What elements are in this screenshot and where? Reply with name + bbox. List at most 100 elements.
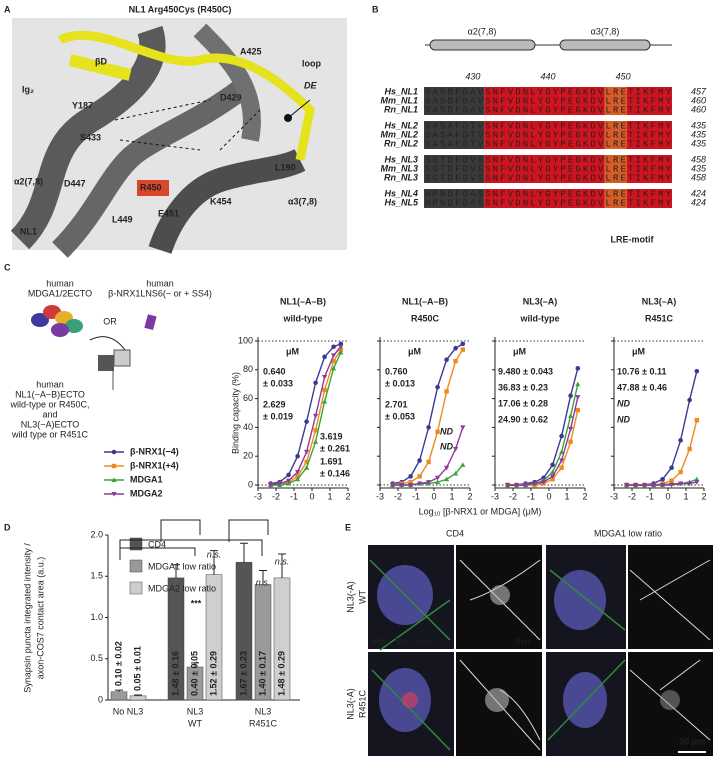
sequence: SGTDFDVSSNFVDNLYGYPEGKDVLRETIKFMY	[425, 164, 672, 174]
data-point	[550, 462, 555, 468]
nrx-domain	[144, 314, 157, 331]
data-point	[559, 433, 564, 439]
sequence: SASDFDAVSNFVDNLYGYPEGKDVLRETIKFMY	[425, 105, 672, 115]
panel-letter: E	[345, 522, 351, 532]
data-point	[550, 477, 555, 482]
significance: n.s.	[207, 549, 222, 559]
residue-number: 460	[691, 95, 706, 105]
structure-render	[10, 18, 347, 258]
x-tick-label: No NL3	[113, 706, 144, 716]
syn-cluster	[660, 690, 680, 710]
kd-label: 10.76 ± 0.11	[617, 366, 666, 376]
data-point	[444, 476, 450, 482]
error-bar	[278, 553, 286, 578]
bar	[110, 691, 128, 701]
significance: ***	[191, 598, 202, 608]
chart-title: wild-type	[282, 313, 322, 323]
h-bond	[119, 139, 201, 151]
schematic-label: NL1(−A−B)ECTO	[15, 389, 85, 399]
kd-label: ± 0.019	[263, 411, 293, 421]
legend-label: β-NRX1(−4)	[130, 446, 179, 456]
loop-ribbon	[57, 30, 315, 161]
y-axis-label: Binding capacity (%)	[230, 372, 240, 454]
cell	[563, 672, 607, 728]
x-tick-label: 2	[701, 491, 706, 501]
data-point	[331, 353, 337, 358]
structure-label: α2(7,8)	[14, 176, 43, 186]
data-point	[523, 483, 529, 488]
syn-cluster	[485, 688, 509, 712]
data-point	[408, 479, 413, 485]
data-point	[660, 476, 665, 482]
data-point	[678, 438, 683, 443]
legend-swatch	[129, 581, 143, 595]
data-point	[687, 481, 693, 487]
row-label: NL3(-A)	[345, 688, 355, 720]
unit-label: μM	[408, 346, 421, 356]
x-tick-label: 0	[309, 491, 314, 501]
legend-swatch	[129, 537, 143, 551]
position-label: 450	[616, 71, 631, 81]
data-point	[313, 380, 318, 386]
unit-label: μM	[286, 346, 299, 356]
x-tick-label: 1	[449, 491, 454, 501]
value-label: 1.48 ± 0.16	[170, 651, 180, 696]
data-point	[687, 446, 692, 452]
helix-cartoon	[425, 39, 672, 51]
structure-label: L190	[275, 162, 296, 172]
y-tick-label: 0	[248, 479, 253, 489]
data-point	[331, 358, 336, 364]
value-label: 0.40 ± 0.05	[189, 651, 199, 696]
sequence: SASAFDTVSNFVDNLYGYPEGKDVLRETIKFMY	[425, 130, 672, 140]
schematic-label: OR	[103, 316, 117, 326]
y-axis-label: Synapsin puncta integrated intensity /	[22, 543, 32, 693]
bracket	[228, 519, 269, 542]
kd-label: 2.629	[263, 399, 286, 409]
chart-title: wild-type	[519, 313, 559, 323]
row-label: WT	[357, 590, 367, 604]
data-point	[435, 475, 441, 481]
error-bar	[240, 542, 248, 563]
data-point	[435, 479, 441, 485]
nl-domain	[98, 355, 114, 371]
legend-label: MDGA1 low ratio	[148, 561, 216, 571]
residue-number: 458	[691, 154, 706, 164]
helix	[10, 25, 166, 250]
species-label: Hs_NL5	[384, 197, 419, 207]
structure-label: A425	[240, 46, 262, 56]
value-label: 1.52 ± 0.29	[208, 651, 218, 696]
data-point	[426, 480, 432, 485]
column-label: CD4	[446, 528, 464, 538]
x-tick-label: -3	[491, 491, 499, 501]
cell	[554, 570, 606, 630]
data-point	[322, 398, 328, 404]
legend-marker	[111, 449, 117, 455]
data-point	[322, 375, 328, 380]
value-label: 1.40 ± 0.17	[257, 651, 267, 696]
legend-label: CD4	[148, 539, 166, 549]
kd-label: ND	[440, 441, 453, 451]
bracket	[119, 547, 196, 560]
data-point	[514, 483, 520, 488]
data-point	[338, 347, 343, 352]
kd-label: ± 0.146	[320, 468, 350, 478]
helix	[148, 149, 306, 255]
value-label: 1.48 ± 0.29	[276, 651, 286, 696]
x-tick-label: -2	[509, 491, 517, 501]
axon	[369, 559, 626, 751]
data-point	[417, 481, 423, 487]
kd-label: 1.691	[320, 456, 343, 466]
helix	[193, 23, 261, 142]
mdga-domain	[31, 313, 49, 327]
schematic-label: NL3(−A)ECTO	[21, 419, 80, 429]
data-point	[575, 395, 581, 400]
data-point	[453, 447, 459, 452]
species-label: Hs_NL2	[384, 120, 418, 130]
kd-label: 24.90 ± 0.62	[498, 414, 548, 424]
sequence: HPNDFDASSNFVDNLYGYPEGKDVLRETIKFMY	[425, 189, 672, 199]
data-point	[669, 483, 675, 488]
species-label: Hs_NL4	[384, 188, 418, 198]
data-point	[453, 345, 458, 351]
structure-label: βD	[95, 56, 107, 66]
